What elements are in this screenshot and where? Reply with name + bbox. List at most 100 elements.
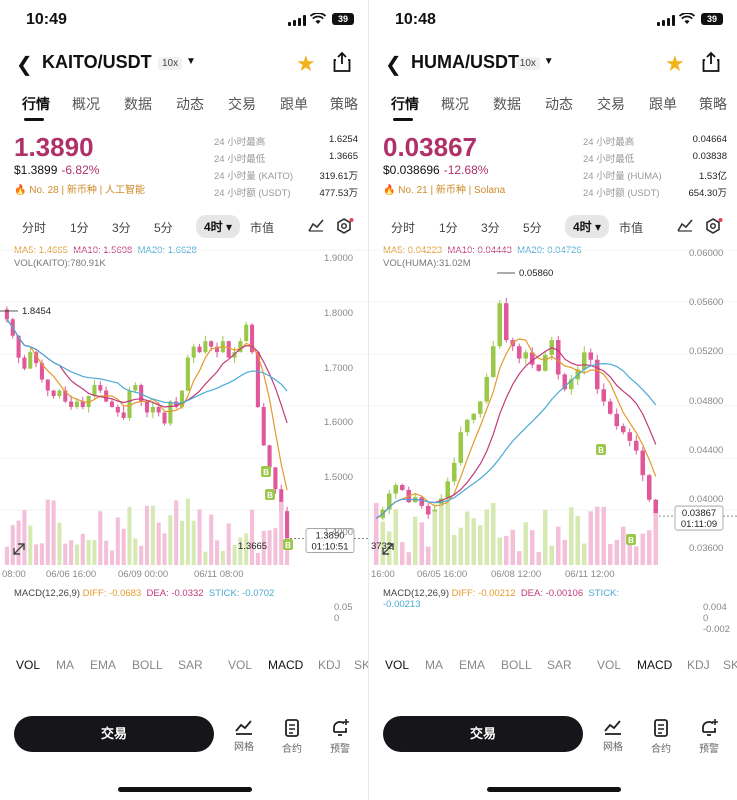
tab-1[interactable]: 概况 (441, 96, 469, 112)
tab-6[interactable]: 策略 (330, 96, 358, 112)
stat-value: 477.53万 (319, 188, 358, 199)
tab-4[interactable]: 交易 (228, 96, 256, 112)
fullscreen-icon[interactable] (13, 543, 25, 555)
candle-body (4, 309, 9, 320)
pair-title[interactable]: KAITO/USDT (42, 52, 152, 72)
macd-dea: DEA: -0.00106 (520, 588, 584, 599)
volume-bar (238, 537, 243, 565)
tab-3[interactable]: 动态 (176, 96, 204, 112)
indicator-tab-macd[interactable]: MACD (268, 658, 304, 672)
volume-bar (86, 539, 91, 565)
indicator-chart-icon[interactable] (677, 218, 693, 235)
favorite-star-icon[interactable]: ★ (296, 51, 316, 76)
indicator-tab-sk[interactable]: SK (723, 658, 737, 672)
candle-body (536, 364, 542, 371)
fullscreen-icon[interactable] (382, 543, 394, 555)
period-3[interactable]: 5分 (154, 221, 173, 235)
period-5[interactable]: 市值 (619, 221, 644, 235)
indicator-tab-vol[interactable]: VOL (385, 658, 410, 672)
grid-button[interactable]: 网格 (595, 718, 631, 753)
candle-body (28, 352, 33, 369)
price-change: -12.68% (443, 163, 489, 177)
period-4[interactable]: 4时 ▾ (196, 215, 241, 238)
tab-2[interactable]: 数据 (124, 96, 152, 112)
indicator-tab-boll[interactable]: BOLL (132, 658, 163, 672)
period-2[interactable]: 3分 (481, 221, 500, 235)
share-icon[interactable] (701, 51, 721, 78)
grid-icon (235, 720, 252, 735)
candle-body (255, 352, 260, 407)
x-tick: 06/08 12:00 (491, 569, 542, 580)
alert-button[interactable]: 预警 (691, 718, 727, 755)
indicator-tab-sar[interactable]: SAR (547, 658, 572, 672)
pair-dropdown-icon[interactable]: ▼ (543, 56, 554, 67)
period-0[interactable]: 分时 (22, 221, 47, 235)
tab-0[interactable]: 行情 (22, 96, 50, 112)
candle-body (80, 401, 85, 407)
stat-row: 24 小时最低 0.03838 (583, 151, 727, 168)
favorite-star-icon[interactable]: ★ (665, 51, 685, 76)
indicator-tab-kdj[interactable]: KDJ (318, 658, 341, 672)
pair-title[interactable]: HUMA/USDT (411, 52, 519, 72)
period-0[interactable]: 分时 (391, 221, 416, 235)
macd-diff: DIFF: -0.0683 (82, 588, 142, 599)
candle-body (425, 505, 431, 515)
indicator-chart-icon[interactable] (308, 218, 324, 235)
trade-button[interactable]: 交易 (383, 716, 583, 752)
tab-0[interactable]: 行情 (391, 96, 419, 112)
back-icon[interactable]: ❮ (16, 54, 33, 76)
volume-bar (406, 552, 412, 565)
buy-marker: B (626, 534, 636, 545)
indicator-tab-sk[interactable]: SK (354, 658, 368, 672)
y-tick: 1.4000 (324, 527, 354, 539)
indicator-tab-ma[interactable]: MA (56, 658, 74, 672)
tab-5[interactable]: 跟单 (280, 96, 308, 112)
tab-4[interactable]: 交易 (597, 96, 625, 112)
indicator-tab-ma[interactable]: MA (425, 658, 443, 672)
contract-button[interactable]: 合约 (274, 718, 310, 755)
candle-body (74, 401, 80, 407)
tab-5[interactable]: 跟单 (649, 96, 677, 112)
period-bar: 分时 1分 3分 5分 4时 ▾ 市值 (0, 212, 368, 240)
alert-button[interactable]: 预警 (322, 718, 358, 755)
period-4[interactable]: 4时 ▾ (565, 215, 610, 238)
grid-button[interactable]: 网格 (226, 718, 262, 753)
period-3[interactable]: 5分 (523, 221, 542, 235)
candle-body (144, 401, 150, 413)
indicator-tab-macd[interactable]: MACD (637, 658, 673, 672)
tab-3[interactable]: 动态 (545, 96, 573, 112)
ma5-line (375, 338, 657, 519)
macd-dea: DEA: -0.0332 (146, 588, 204, 599)
indicator-tab-vol[interactable]: VOL (16, 658, 41, 672)
period-1[interactable]: 1分 (439, 221, 458, 235)
chart-settings-icon[interactable] (336, 218, 354, 237)
share-icon[interactable] (332, 51, 352, 78)
volume-bar (267, 530, 272, 565)
period-2[interactable]: 3分 (112, 221, 131, 235)
tab-1[interactable]: 概况 (72, 96, 100, 112)
volume-bar (640, 533, 646, 565)
trade-button[interactable]: 交易 (14, 716, 214, 752)
back-icon[interactable]: ❮ (385, 54, 402, 76)
indicator-tab-kdj[interactable]: KDJ (687, 658, 710, 672)
pair-dropdown-icon[interactable]: ▼ (186, 56, 196, 67)
period-1[interactable]: 1分 (70, 221, 89, 235)
indicator-tab-sar[interactable]: SAR (178, 658, 203, 672)
indicator-tab-ema[interactable]: EMA (90, 658, 117, 672)
volume-bar (464, 511, 470, 565)
stat-row: 24 小时最高 1.6254 (214, 134, 358, 151)
indicator-tab-vol[interactable]: VOL (597, 658, 622, 672)
period-5[interactable]: 市值 (250, 221, 275, 235)
bell-plus-icon (333, 719, 349, 736)
volume-bar (139, 545, 144, 565)
indicator-tab-ema[interactable]: EMA (459, 658, 486, 672)
indicator-tab-boll[interactable]: BOLL (501, 658, 532, 672)
volume-bar (69, 540, 74, 565)
indicator-tab-vol[interactable]: VOL (228, 658, 253, 672)
chart-settings-icon[interactable] (705, 218, 723, 237)
contract-button[interactable]: 合约 (643, 718, 679, 755)
tab-6[interactable]: 策略 (699, 96, 727, 112)
tab-2[interactable]: 数据 (493, 96, 521, 112)
